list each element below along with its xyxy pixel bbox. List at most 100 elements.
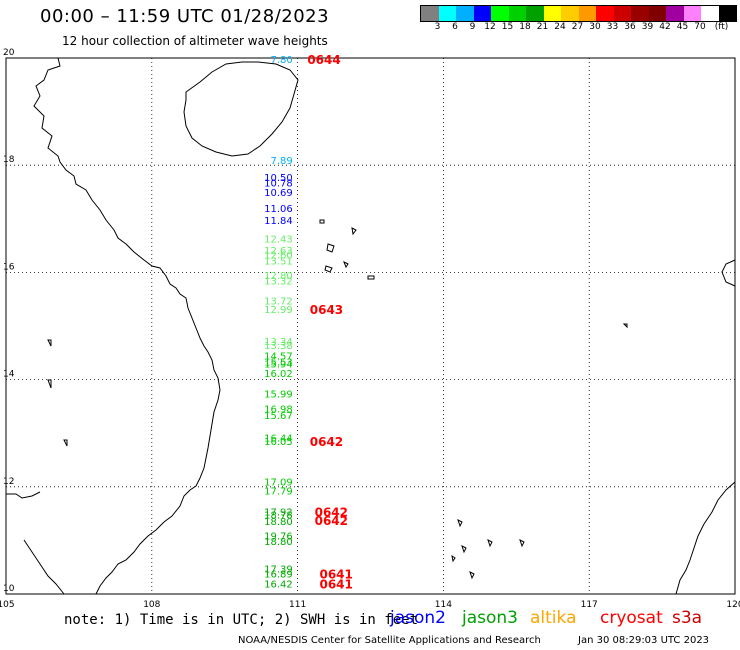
color-swatch-7 (543, 6, 561, 21)
longitude-label: 114 (435, 600, 452, 610)
latitude-label: 20 (3, 48, 15, 58)
wave-height-value: 13.72 (264, 296, 293, 307)
latitude-label: 18 (3, 155, 15, 165)
longitude-label: 105 (0, 600, 15, 610)
pass-time-label: 0644 (307, 53, 340, 67)
cambodia-coast (23, 539, 65, 595)
paracel-island-5 (367, 275, 375, 280)
longitude-label: 117 (581, 600, 598, 610)
color-swatch-0 (421, 6, 439, 21)
philippines-coast (721, 259, 736, 287)
vietnam-offshore-island-2 (47, 379, 52, 389)
pass-time-label: 0642 (315, 505, 348, 519)
paracel-island-2 (326, 243, 335, 253)
color-scale-label: 12 (484, 22, 496, 32)
wave-height-value: 16.02 (264, 369, 293, 380)
credit-line: NOAA/NESDIS Center for Satellite Applica… (238, 635, 541, 646)
wave-height-value: 10.78 (264, 178, 293, 189)
hainan-island (183, 61, 299, 157)
color-scale-bar (420, 5, 737, 22)
latitude-label: 14 (3, 370, 15, 380)
color-scale-label: 30 (589, 22, 601, 32)
color-swatch-15 (683, 6, 701, 21)
footnote: note: 1) Time is in UTC; 2) SWH is in fe… (64, 612, 419, 628)
vietnam-coast (33, 57, 221, 595)
latitude-label: 16 (3, 262, 15, 272)
paracel-island-3 (351, 227, 357, 236)
color-scale-label: 33 (606, 22, 619, 32)
axis-tick-labels: 105 108 111 114 117 120 10 12 14 16 18 20 (0, 48, 740, 610)
generated-timestamp: Jan 30 08:29:03 UTC 2023 (578, 635, 710, 646)
satellite-legend-altika: altika (530, 608, 577, 628)
color-swatch-12 (631, 6, 649, 21)
wave-height-value: 15.99 (264, 390, 293, 401)
wave-height-value: 15.94 (264, 360, 293, 371)
color-scale-label: 24 (554, 22, 566, 32)
satellite-legend-jason2: jason2 (390, 608, 446, 628)
wave-height-value: 13.51 (264, 257, 293, 268)
wave-height-value: 15.67 (264, 411, 293, 422)
color-scale-labels: 3 6 9 12 15 18 21 24 27 30 33 36 39 42 45 70 (ft) (420, 22, 740, 34)
pass-time-label: 0642 (310, 435, 343, 449)
satellite-legend-cryosat: cryosat (600, 608, 663, 628)
color-swatch-13 (648, 6, 666, 21)
wave-height-value: 16.42 (264, 579, 293, 590)
wave-height-value: 10.69 (264, 188, 293, 199)
wave-height-value: 10.50 (264, 173, 293, 184)
wave-height-value: 13.34 (264, 337, 293, 348)
wave-height-value: 16.44 (264, 433, 293, 444)
latitude-label: 10 (3, 584, 15, 594)
wave-height-value: 13.32 (264, 276, 293, 287)
wave-height-value: 7.89 (270, 156, 292, 167)
color-scale-label: 70 (694, 22, 706, 32)
longitude-label: 108 (143, 600, 160, 610)
color-scale-label: 9 (469, 22, 476, 32)
color-scale-label: 6 (452, 22, 458, 32)
color-swatch-8 (561, 6, 579, 21)
wave-height-value: 16.05 (264, 437, 293, 448)
wave-height-value: 15.53 (264, 357, 293, 368)
map-subtitle: 12 hour collection of altimeter wave hei… (62, 34, 328, 48)
wave-height-value: 11.84 (264, 216, 293, 227)
wave-height-value: 17.92 (264, 507, 293, 518)
wave-height-value: 13.38 (264, 341, 293, 352)
paracel-island-4 (324, 265, 333, 273)
wave-height-value: 14.57 (264, 351, 293, 362)
spratly-reef-2 (457, 519, 463, 528)
paracel-island-1 (319, 219, 325, 224)
latitude-label: 12 (3, 477, 14, 487)
wave-height-value: 18.80 (264, 537, 293, 548)
mekong-delta-coast (6, 491, 41, 499)
longitude-label: 111 (289, 600, 306, 610)
pass-time-label: 0641 (319, 577, 352, 591)
map-frame (5, 57, 736, 595)
spratly-reef-6 (519, 539, 525, 548)
wave-height-value: 12.43 (264, 235, 293, 246)
wave-height-value: 17.09 (264, 477, 293, 488)
paracel-island-6 (343, 260, 349, 269)
wave-height-value: 17.79 (264, 487, 293, 498)
color-swatch-14 (666, 6, 684, 21)
wave-height-value: 7.80 (270, 55, 292, 66)
longitude-label: 120 (726, 600, 740, 610)
wave-height-value: 19.76 (264, 532, 293, 543)
color-scale-label: 39 (641, 22, 654, 32)
pass-time-label: 0641 (319, 568, 352, 582)
graticule (6, 58, 735, 594)
color-scale-label: 3 (434, 22, 441, 32)
color-swatch-4 (491, 6, 509, 21)
pass-time-label: 0642 (315, 514, 348, 528)
spratly-reef-7 (451, 554, 456, 563)
color-swatch-9 (578, 6, 596, 21)
map-title: 00:00 – 11:59 UTC 01/28/2023 (40, 6, 330, 27)
color-swatch-5 (508, 6, 526, 21)
vietnam-offshore-island-1 (47, 339, 52, 347)
satellite-legend-s3a: s3a (672, 608, 703, 628)
wave-height-value: 17.39 (264, 564, 293, 575)
wave-height-value: 12.63 (264, 246, 293, 257)
coastline (6, 57, 736, 595)
wave-height-value: 16.98 (264, 405, 293, 416)
color-scale-label: 27 (571, 22, 584, 32)
color-swatch-2 (456, 6, 474, 21)
